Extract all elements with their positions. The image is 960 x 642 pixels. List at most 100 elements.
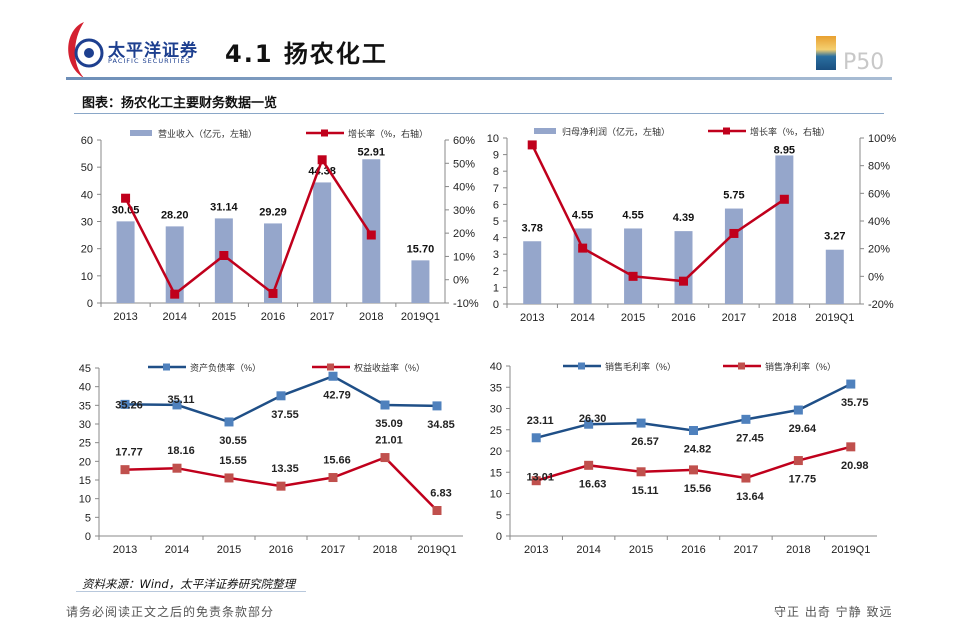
footer-disclaimer: 请务必阅读正文之后的免责条款部分 [66, 605, 275, 619]
bar-2016 [674, 231, 693, 304]
legend-label: 归母净利润（亿元，左轴） [562, 126, 670, 137]
bar-2018 [775, 155, 794, 304]
y-tick-label: 0 [493, 299, 499, 311]
legend-marker [327, 363, 334, 371]
series-line [531, 144, 786, 283]
x-tick-label: 2015 [629, 544, 653, 556]
x-tick-label: 2015 [621, 312, 645, 324]
data-point-2015 [224, 417, 234, 427]
x-tick-label: 2014 [162, 311, 186, 323]
data-point-2013 [120, 465, 130, 475]
bar-data-label: 3.78 [522, 222, 543, 234]
line-data-label: 24.82 [684, 444, 712, 456]
y-tick-label: 0 [85, 531, 91, 543]
legend-marker [723, 127, 730, 135]
data-point-2016 [276, 481, 286, 491]
bar-data-label: 31.14 [210, 201, 238, 213]
bar-data-label: 8.95 [774, 144, 795, 156]
page-number: P50 [843, 50, 885, 75]
chart-3: 0 5 10 15 20 25 30 35 40 45 2013 2014 2015 2016 2017 20… [79, 362, 463, 556]
line-data-label: 23.11 [527, 415, 554, 427]
x-tick-label: 2016 [681, 544, 705, 556]
data-point-2019Q1 [432, 401, 442, 411]
x-tick-label: 2018 [786, 544, 810, 556]
x-tick-label: 2015 [212, 311, 236, 323]
line-data-label: 15.55 [219, 455, 247, 467]
x-tick-label: 2018 [772, 312, 796, 324]
bar-2014 [573, 228, 592, 304]
x-tick-label: 2014 [576, 544, 600, 556]
line-data-label: 15.56 [684, 483, 712, 495]
line-data-label: 29.64 [789, 423, 817, 435]
line-data-label: 35.26 [115, 399, 143, 411]
data-point-2014 [172, 400, 182, 410]
line-data-label: 26.30 [579, 413, 607, 425]
source-note: 资料来源：Wind，太平洋证券研究院整理 [82, 577, 296, 591]
x-tick-label: 2017 [722, 312, 746, 324]
data-point-2019Q1 [846, 379, 856, 389]
y-tick-label: 5 [85, 512, 91, 524]
page-title: 4.1 扬农化工 [225, 40, 388, 68]
data-point-2016 [268, 288, 278, 298]
data-point-2014 [584, 460, 594, 470]
x-tick-label: 2018 [373, 544, 397, 556]
y-tick-label: 3 [493, 249, 499, 261]
x-tick-label: 2013 [113, 311, 137, 323]
data-point-2016 [679, 276, 688, 286]
line-data-label: 13.35 [271, 463, 299, 475]
line-data-label: 26.57 [631, 436, 659, 448]
y-tick-label: 10 [490, 489, 502, 501]
bar-data-label: 52.91 [358, 146, 386, 158]
legend-marker [578, 362, 585, 370]
data-point-2016 [276, 391, 286, 401]
bar-2019Q1 [825, 249, 844, 304]
y-tick-label: 7 [493, 183, 499, 195]
data-point-2013 [121, 193, 131, 203]
series-line [124, 157, 373, 297]
line-data-label: 17.75 [789, 474, 817, 486]
y-tick-label: 35 [490, 382, 502, 394]
data-point-2017 [328, 371, 338, 381]
line-data-label: 35.11 [168, 394, 195, 406]
data-point-2018 [793, 456, 803, 466]
line-data-label: 6.83 [430, 488, 451, 500]
data-point-2013 [120, 399, 130, 409]
y-tick-label: 45 [79, 363, 91, 375]
x-tick-label: 2016 [261, 311, 285, 323]
y-tick-label: 15 [79, 475, 91, 487]
data-point-2018 [366, 230, 376, 240]
line-data-label: 15.11 [632, 485, 659, 497]
y-tick-label: 1 [493, 282, 499, 294]
data-point-2017 [741, 414, 751, 424]
bar-2019Q1 [411, 260, 430, 303]
data-point-2013 [527, 140, 537, 150]
data-point-2015 [628, 271, 638, 281]
line-data-label: 16.63 [579, 478, 607, 490]
y-tick-label-right: 0% [453, 275, 469, 287]
data-point-2014 [170, 289, 180, 299]
data-point-2014 [578, 243, 588, 253]
x-tick-label: 2017 [321, 544, 345, 556]
y-tick-label-right: 20% [453, 228, 475, 240]
y-tick-label: 5 [493, 216, 499, 228]
data-point-2015 [224, 473, 234, 483]
header-divider [66, 77, 892, 80]
y-tick-label: 40 [81, 189, 93, 201]
y-tick-label-right: 40% [453, 182, 475, 194]
data-point-2018 [779, 194, 789, 204]
footer-motto: 守正 出奇 宁静 致远 [774, 605, 893, 619]
bar-2017 [313, 182, 332, 303]
data-point-2014 [584, 419, 594, 429]
bar-data-label: 15.70 [407, 243, 435, 255]
x-tick-label: 2014 [165, 544, 189, 556]
x-tick-label: 2015 [217, 544, 241, 556]
y-tick-label-right: -10% [453, 298, 479, 310]
figure-title: 图表：扬农化工主要财务数据一览 [82, 96, 278, 111]
x-tick-label: 2013 [524, 544, 548, 556]
y-tick-label: 10 [81, 271, 93, 283]
legend-label: 权益收益率（%） [354, 362, 425, 373]
legend-marker [738, 362, 745, 370]
y-tick-label: 20 [490, 446, 502, 458]
bar-2015 [214, 218, 233, 303]
